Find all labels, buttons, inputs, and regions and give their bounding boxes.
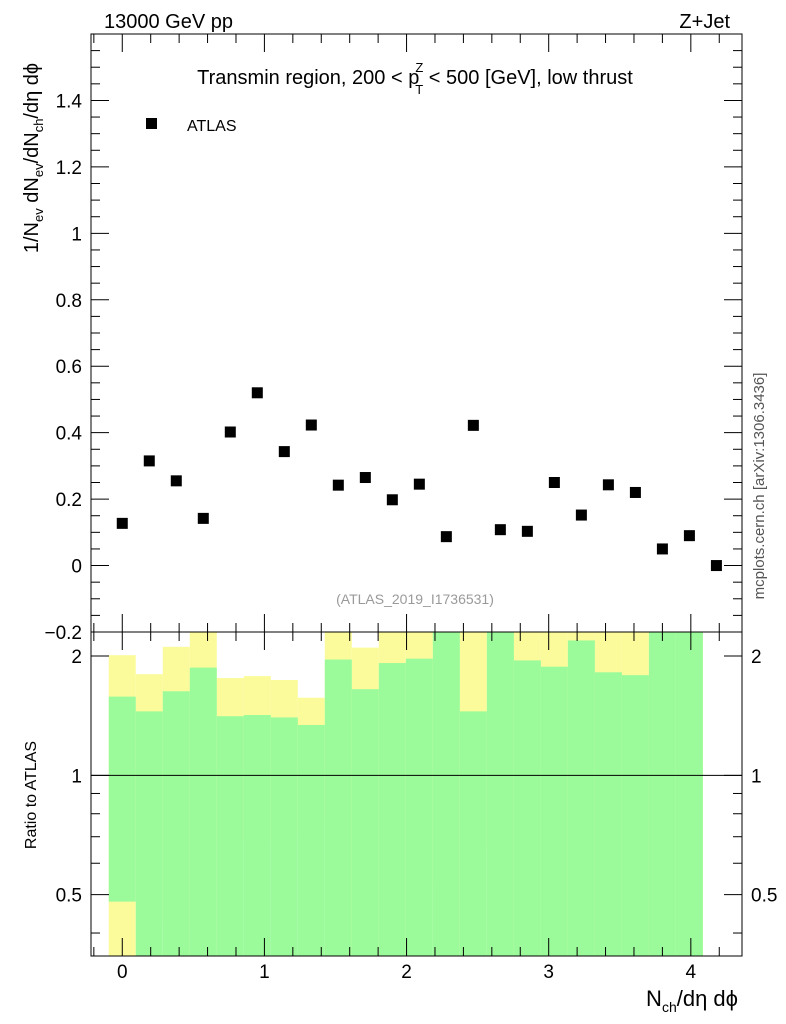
ratio-band-inner-bin (513, 660, 541, 956)
tick-labels: 0 0.2 0.4 0.6 0.8 1 1.2 1.4 −0.2 0.5 0.5 1 1 2 2 0 1 2 3 4 (44, 91, 777, 983)
main-y-tick-label: 1.4 (56, 91, 83, 112)
ratio-y-tick-label: 1 (71, 766, 82, 787)
ratio-band-inner-bin (270, 717, 298, 956)
main-y-tick-label: 0.4 (56, 424, 83, 445)
data-point (440, 531, 452, 543)
ratio-band-inner-bin (621, 675, 649, 956)
ratio-band-inner-bin (567, 640, 595, 956)
data-point (602, 479, 614, 491)
data-point (656, 543, 668, 555)
data-point (251, 387, 263, 399)
main-y-axis-label: 1/Nev dNev/dNch/dη dϕ (21, 63, 46, 253)
data-point (548, 477, 560, 488)
data-point (629, 486, 641, 498)
main-y-tick-label: 0.2 (56, 490, 82, 511)
main-y-tick-label: 1.2 (56, 158, 82, 179)
ratio-band-inner-bin (486, 632, 514, 956)
ratio-band-inner-bin (459, 711, 487, 956)
ratio-band-inner-bin (351, 689, 379, 956)
ratio-band-inner-bin (108, 696, 136, 902)
axes (90, 33, 743, 957)
data-point (197, 512, 209, 524)
watermark: (ATLAS_2019_I1736531) (336, 591, 494, 607)
ratio-y-axis-label: Ratio to ATLAS (23, 741, 40, 849)
data-point (521, 525, 533, 537)
x-tick-label: 1 (259, 962, 270, 983)
data-point (305, 419, 317, 431)
x-tick-label: 0 (117, 962, 128, 983)
data-point (116, 517, 128, 529)
main-y-tick-label: 1 (71, 224, 82, 245)
ratio-y-tick-label: 0.5 (56, 886, 82, 907)
ratio-band-inner-bin (162, 691, 190, 956)
main-y-tick-label: −0.2 (44, 623, 82, 644)
data-point (278, 446, 290, 458)
data-point (224, 426, 236, 438)
data-point (359, 472, 371, 484)
data-point (170, 475, 182, 487)
legend-label: ATLAS (187, 118, 237, 135)
ratio-band-inner-bin (216, 716, 244, 956)
ratio-band-inner-bin (324, 659, 352, 956)
ratio-band-inner-bin (648, 632, 676, 956)
ratio-band-inner-bin (594, 672, 622, 956)
data-point (332, 479, 344, 491)
data-point (710, 560, 722, 572)
ratio-band-inner-bin (675, 632, 703, 956)
ratio-plot-frame (90, 631, 743, 957)
ratio-y-tick-label-right: 0.5 (751, 886, 777, 907)
data-point (413, 478, 425, 490)
x-axis-label: Nch/dη dϕ (646, 986, 738, 1015)
data-point (386, 494, 398, 506)
data-point (143, 455, 155, 467)
data-point (494, 524, 506, 536)
ratio-y-tick-label-right: 2 (751, 647, 762, 668)
x-tick-label: 2 (401, 962, 412, 983)
ratio-band-inner-bin (135, 711, 163, 956)
legend-marker (146, 118, 157, 129)
x-tick-label: 4 (686, 962, 697, 983)
header-right: Z+Jet (679, 11, 730, 33)
data-point (575, 509, 587, 521)
ratio-band-inner-bin (378, 663, 406, 956)
main-y-tick-label: 0.8 (56, 291, 82, 312)
main-y-tick-label: 0 (71, 557, 82, 578)
ratio-band-inner-bin (432, 632, 460, 956)
header-left: 13000 GeV pp (104, 11, 233, 33)
ratio-y-tick-label: 2 (71, 647, 82, 668)
data-point (683, 530, 695, 542)
ratio-y-tick-label-right: 1 (751, 766, 762, 787)
ratio-bands (91, 632, 742, 956)
ratio-band-inner-bin (540, 666, 568, 956)
ratio-band-inner-bin (243, 714, 271, 956)
chart-title: Transmin region, 200 < pZ T < 500 [GeV], … (197, 60, 633, 97)
ratio-band-inner-bin (189, 667, 217, 956)
data-point (467, 419, 479, 431)
main-points (116, 387, 722, 572)
ratio-band-inner-bin (405, 658, 433, 956)
main-y-tick-label: 0.6 (56, 357, 82, 378)
x-tick-label: 3 (543, 962, 554, 983)
side-label: mcplots.cern.ch [arXiv:1306.3436] (751, 373, 768, 600)
ratio-band-inner-bin (297, 724, 325, 956)
